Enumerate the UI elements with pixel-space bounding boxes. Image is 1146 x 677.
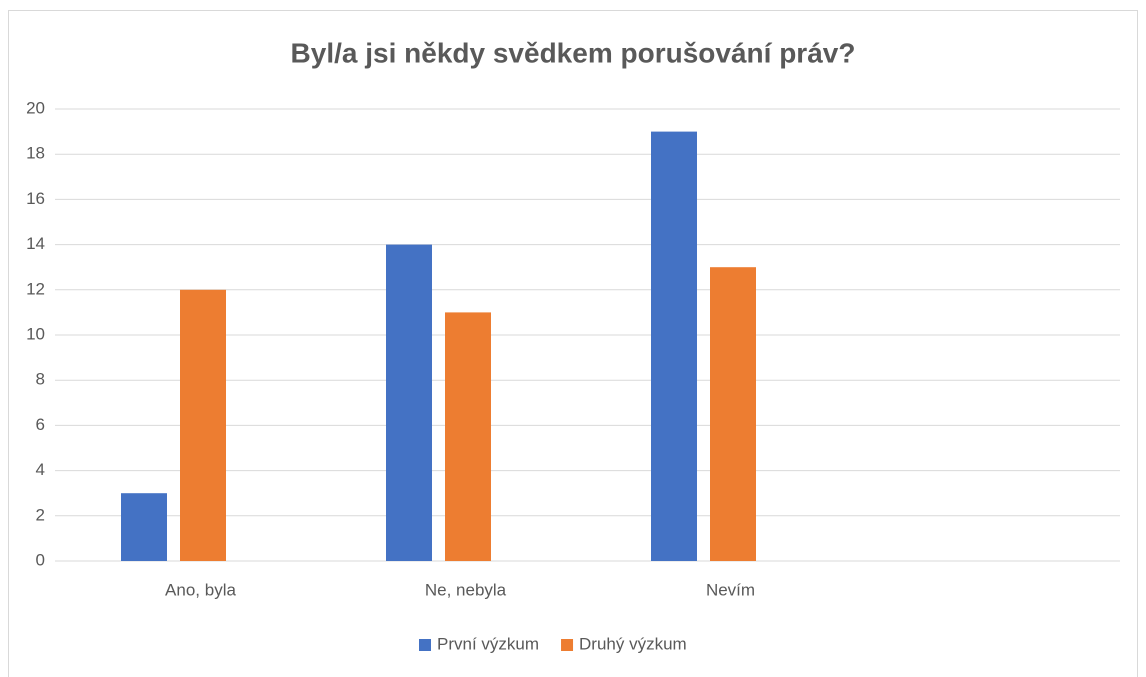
x-tick-label: Ano, byla — [165, 580, 236, 599]
bar — [445, 312, 491, 561]
y-tick-label: 20 — [26, 98, 45, 117]
legend-label: Druhý výzkum — [579, 634, 687, 653]
bar — [180, 289, 226, 561]
y-tick-label: 18 — [26, 144, 45, 163]
x-tick-label: Nevím — [706, 580, 755, 599]
y-tick-label: 10 — [26, 324, 45, 343]
y-tick-label: 8 — [36, 370, 45, 389]
chart-border — [8, 10, 1138, 677]
chart-title: Byl/a jsi někdy svědkem porušování práv? — [291, 37, 856, 68]
y-tick-label: 12 — [26, 279, 45, 298]
y-tick-label: 2 — [36, 505, 45, 524]
legend-label: První výzkum — [437, 634, 539, 653]
y-tick-label: 0 — [36, 550, 45, 569]
bar — [386, 244, 432, 561]
bar — [121, 493, 167, 561]
y-tick-label: 4 — [36, 460, 45, 479]
bar — [651, 131, 697, 561]
x-tick-label: Ne, nebyla — [425, 580, 507, 599]
y-tick-label: 16 — [26, 189, 45, 208]
legend-swatch — [561, 639, 574, 651]
y-tick-label: 14 — [26, 234, 45, 253]
legend-swatch — [419, 639, 431, 651]
y-tick-label: 6 — [36, 415, 45, 434]
bar — [710, 267, 756, 561]
